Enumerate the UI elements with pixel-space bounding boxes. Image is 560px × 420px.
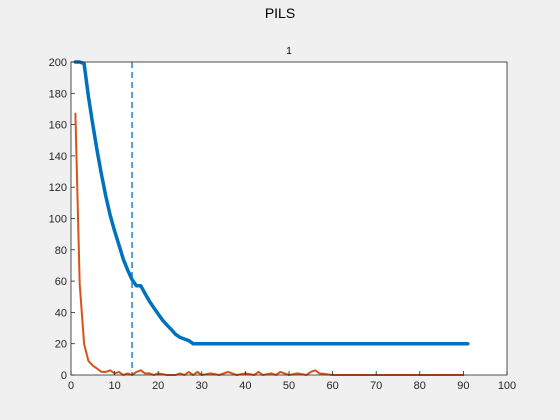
- series-line-2: [74, 112, 465, 376]
- y-tick-label: 100: [49, 214, 67, 226]
- chart-marks: [73, 60, 470, 376]
- series-line-1: [73, 60, 470, 346]
- y-tick-label: 180: [49, 88, 67, 100]
- x-tick-label: 70: [370, 380, 382, 392]
- y-tick-label: 20: [55, 339, 67, 351]
- y-tick-label: 140: [49, 151, 67, 163]
- x-tick-label: 0: [68, 380, 74, 392]
- x-tick-label: 40: [239, 380, 251, 392]
- x-tick-label: 30: [196, 380, 208, 392]
- axes-title: 1: [286, 46, 292, 57]
- x-tick-label: 90: [457, 380, 469, 392]
- x-tick-label: 100: [498, 380, 516, 392]
- plot-area: [71, 62, 507, 375]
- y-tick-label: 60: [55, 276, 67, 288]
- y-tick-label: 200: [49, 57, 67, 69]
- chart-axes: 0 10 20 30 40 50 60 70 80 90 100 0 20 40 60 80 100 120 140…: [49, 57, 517, 392]
- x-tick-label: 60: [326, 380, 338, 392]
- y-tick-label: 40: [55, 307, 67, 319]
- y-tick-label: 80: [55, 245, 67, 257]
- y-tick-label: 120: [49, 182, 67, 194]
- x-tick-label: 20: [152, 380, 164, 392]
- y-tick-label: 0: [61, 370, 67, 382]
- figure-title: PILS: [264, 5, 296, 21]
- x-tick-label: 50: [283, 380, 295, 392]
- x-tick-label: 80: [414, 380, 426, 392]
- y-tick-label: 160: [49, 120, 67, 132]
- x-tick-label: 10: [108, 380, 120, 392]
